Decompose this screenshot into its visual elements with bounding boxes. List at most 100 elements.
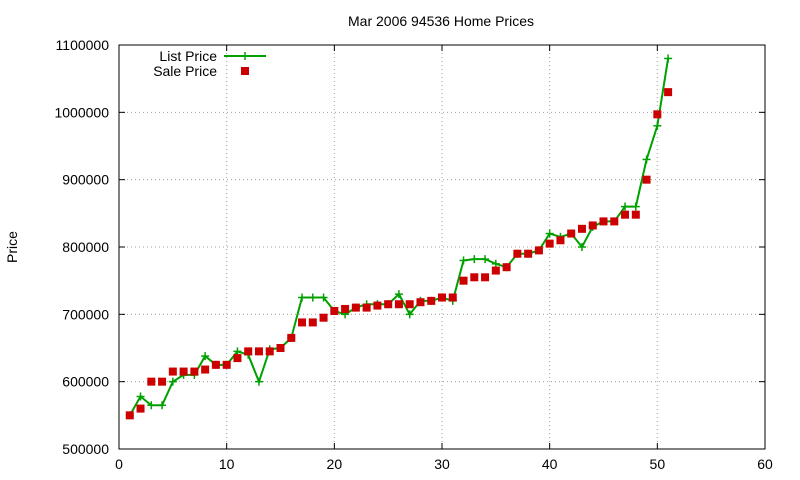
data-point-sale-price (653, 110, 662, 119)
y-tick-label: 900000 (62, 172, 109, 188)
plot-frame (118, 44, 766, 450)
data-point-sale-price (222, 360, 231, 369)
data-point-sale-price (244, 347, 253, 356)
data-point-list-price (233, 347, 242, 356)
data-point-sale-price (341, 304, 350, 313)
data-point-sale-price (201, 365, 210, 374)
data-point-sale-price (136, 404, 145, 413)
data-point-sale-price (481, 273, 490, 282)
data-point-sale-price (276, 344, 285, 352)
data-point-sale-price (179, 367, 188, 376)
data-point-list-price (405, 310, 414, 319)
data-point-list-price (136, 392, 145, 401)
y-axis-label: Price (4, 231, 20, 263)
data-point-list-price (319, 293, 328, 302)
data-point-sale-price (534, 246, 543, 255)
data-point-list-price (201, 352, 210, 361)
x-tick-label: 30 (434, 456, 450, 472)
data-point-list-price (545, 229, 554, 238)
data-point-list-price (254, 377, 263, 386)
data-point-list-price (470, 255, 479, 264)
data-point-sale-price (448, 293, 457, 302)
data-point-sale-price (308, 318, 317, 327)
data-point-sale-price (459, 276, 468, 285)
legend-marker-sale-price (241, 67, 249, 75)
data-point-list-price (631, 202, 640, 211)
data-point-sale-price (373, 301, 382, 310)
data-point-sale-price (211, 360, 220, 369)
data-point-list-price (491, 259, 500, 268)
x-tick-label: 60 (757, 456, 773, 472)
data-point-sale-price (599, 217, 608, 226)
data-point-list-price (168, 377, 177, 386)
data-point-list-price (642, 155, 651, 164)
legend-plus (241, 52, 249, 60)
data-point-sale-price (168, 367, 177, 376)
x-tick-label: 10 (219, 456, 235, 472)
data-point-list-price (621, 202, 630, 211)
legend-label-sale-price: Sale Price (153, 63, 217, 79)
x-tick-label: 50 (650, 456, 666, 472)
data-point-list-price (394, 290, 403, 299)
data-point-sale-price (384, 300, 393, 309)
legend-marker-list-price (241, 52, 249, 60)
data-point-sale-price (524, 249, 533, 258)
y-tick-label: 1000000 (54, 104, 109, 120)
data-point-sale-price (233, 354, 242, 363)
data-point-sale-price (567, 229, 576, 238)
data-point-sale-price (287, 333, 296, 342)
data-point-sale-price (491, 266, 500, 275)
data-point-sale-price (577, 224, 586, 233)
data-point-sale-price (556, 236, 565, 245)
data-point-sale-price (265, 347, 274, 356)
data-point-sale-price (330, 306, 339, 315)
data-point-list-price (459, 256, 468, 265)
data-point-sale-price (588, 221, 597, 230)
data-point-sale-price (362, 303, 371, 312)
data-point-list-price (577, 243, 586, 251)
data-point-sale-price (394, 300, 403, 309)
data-point-list-price (653, 121, 662, 130)
data-point-sale-price (610, 217, 619, 226)
data-point-sale-price (319, 313, 328, 322)
data-point-list-price (481, 255, 490, 264)
data-point-sale-price (502, 263, 511, 272)
data-point-sale-price (513, 249, 522, 258)
data-point-sale-price (351, 303, 360, 312)
data-point-sale-price (147, 377, 156, 386)
data-point-sale-price (427, 296, 436, 305)
data-point-sale-price (125, 411, 134, 420)
x-tick-label: 20 (327, 456, 343, 472)
y-tick-label: 1100000 (56, 37, 110, 53)
data-point-sale-price (158, 377, 167, 386)
data-point-sale-price (631, 210, 640, 219)
y-tick-label: 700000 (62, 306, 109, 322)
data-point-list-price (308, 293, 317, 302)
data-point-sale-price (470, 273, 479, 282)
y-tick-label: 500000 (62, 441, 109, 457)
data-point-sale-price (254, 347, 263, 356)
data-point-sale-price (621, 210, 630, 219)
data-point-sale-price (545, 239, 554, 248)
x-tick-label: 0 (115, 456, 123, 472)
y-tick-label: 800000 (62, 239, 109, 255)
data-point-sale-price (664, 88, 673, 97)
grid (119, 45, 765, 449)
data-point-sale-price (642, 175, 651, 184)
data-point-sale-price (298, 318, 307, 327)
data-point-sale-price (416, 298, 425, 307)
data-point-list-price (147, 401, 156, 410)
plot-series (125, 54, 673, 420)
legend: List Price Sale Price (153, 48, 266, 79)
x-tick-label: 40 (542, 456, 558, 472)
data-point-list-price (158, 401, 167, 410)
data-point-list-price (298, 293, 307, 302)
data-point-sale-price (190, 367, 199, 376)
data-point-sale-price (438, 293, 446, 302)
data-point-sale-price (405, 300, 414, 309)
y-tick-label: 600000 (62, 374, 109, 390)
chart-title: Mar 2006 94536 Home Prices (348, 13, 534, 29)
legend-label-list-price: List Price (159, 48, 217, 64)
data-point-list-price (664, 54, 673, 63)
